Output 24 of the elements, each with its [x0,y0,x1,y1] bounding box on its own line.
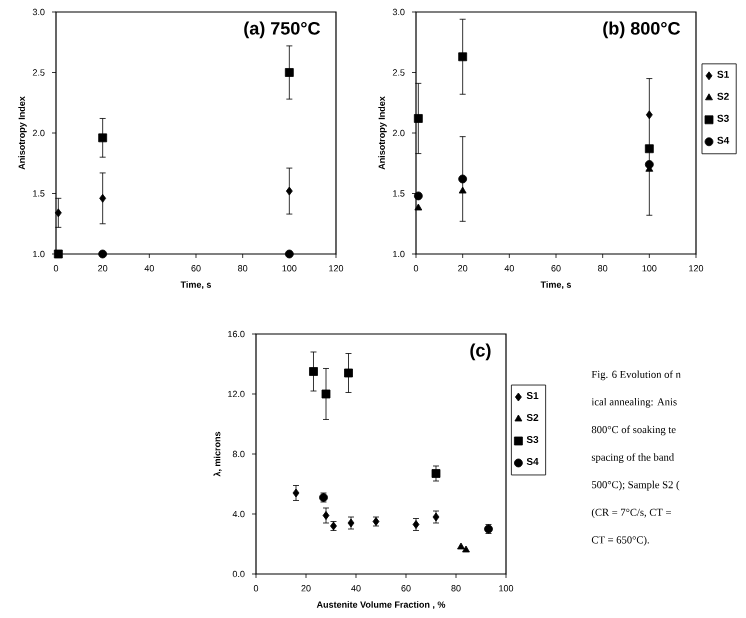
point [644,144,654,154]
point [98,249,108,259]
point [413,191,423,201]
point [645,110,653,120]
chart-title: (b) 800°C [603,21,681,39]
point [458,52,468,62]
point [414,203,423,211]
point [309,367,318,376]
point [54,208,62,218]
chart-title: (a) 750°C [244,21,321,39]
point [99,193,107,203]
point [98,133,108,143]
point [462,545,470,553]
point [321,389,331,399]
point [457,542,465,550]
chart-title: (c) [470,343,491,361]
point [458,186,467,194]
point [458,174,468,184]
point [344,368,353,378]
point [285,186,293,196]
point [284,249,294,259]
point [284,68,294,77]
point [413,114,423,123]
point [53,249,63,259]
